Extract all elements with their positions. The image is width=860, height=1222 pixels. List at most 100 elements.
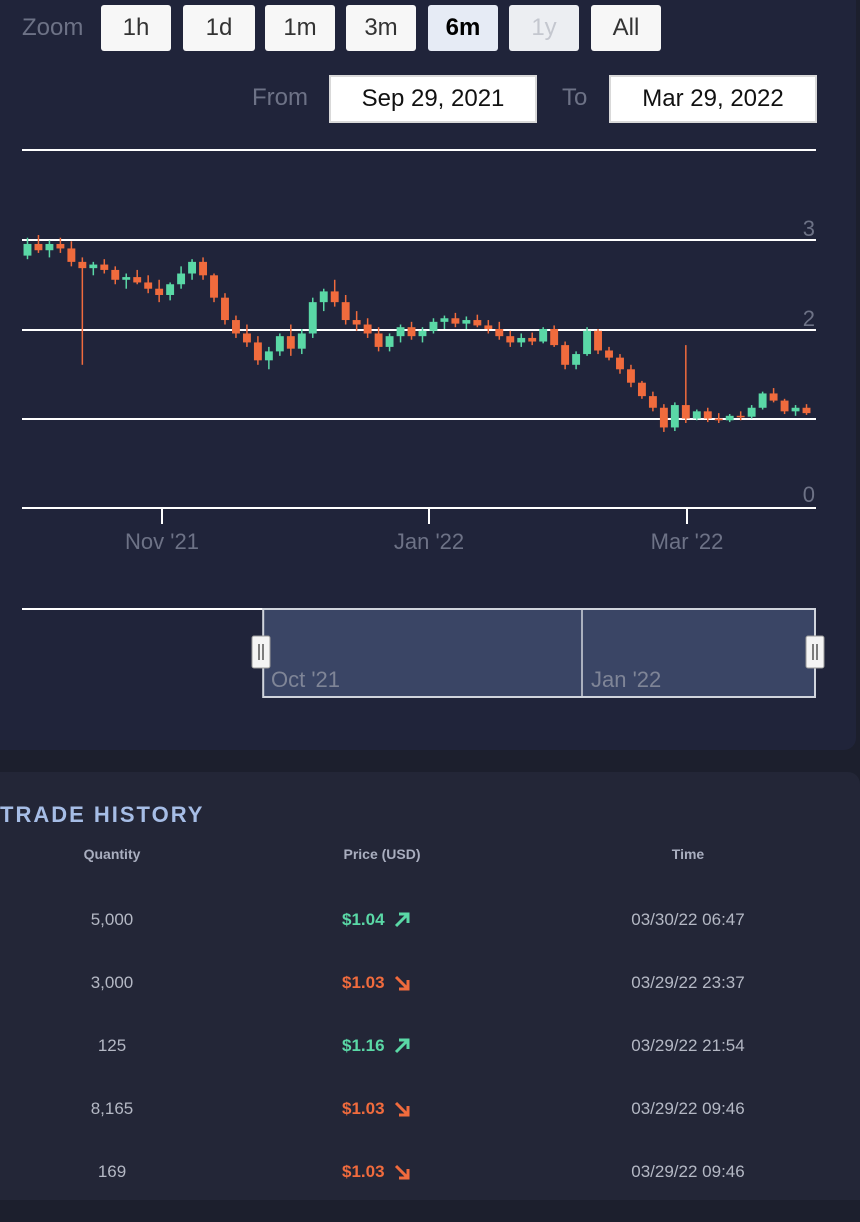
trade-time: 03/29/22 09:46	[631, 1099, 745, 1118]
trade-price: $1.04	[342, 910, 411, 930]
candle-up	[517, 337, 526, 343]
zoom-1h-button[interactable]: 1h	[101, 5, 171, 51]
zoom-3m-button[interactable]: 3m	[346, 5, 416, 51]
candle-down	[495, 329, 504, 337]
column-header-quantity: Quantity	[83, 846, 141, 862]
candle-up	[177, 273, 186, 285]
from-date-input[interactable]: Sep 29, 2021	[329, 75, 537, 123]
trade-row: 169 $1.03 03/29/22 09:46	[0, 1162, 860, 1222]
arrow-up-right-icon	[394, 1038, 410, 1054]
trade-price: $1.03	[342, 973, 411, 993]
candle-down	[594, 330, 602, 351]
candle-up	[188, 261, 197, 274]
candle-up	[462, 320, 471, 324]
trade-quantity: 8,165	[90, 1099, 134, 1118]
trade-row: 8,165 $1.03 03/29/22 09:46	[0, 1099, 860, 1159]
from-label: From	[252, 84, 308, 111]
zoom-1d-button[interactable]: 1d	[183, 5, 255, 51]
candle-down	[627, 369, 635, 383]
candle-down	[232, 320, 240, 334]
candle-down	[769, 393, 778, 401]
trade-row: 125 $1.16 03/29/22 21:54	[0, 1036, 860, 1096]
candle-down	[100, 264, 109, 270]
y-tick-label: 0	[803, 482, 815, 507]
arrow-down-right-icon	[394, 1164, 410, 1180]
candle-up	[89, 264, 98, 269]
column-header-price: Price (USD)	[343, 846, 421, 862]
candle-up	[275, 336, 284, 352]
candle-down	[780, 400, 789, 412]
trade-quantity: 169	[97, 1162, 127, 1181]
candle-up	[758, 393, 767, 408]
candle-down	[703, 411, 712, 419]
candle-down	[363, 324, 372, 334]
x-tick-label: Nov '21	[125, 529, 199, 554]
candle-down	[341, 302, 350, 321]
candle-down	[67, 248, 76, 262]
column-header-time: Time	[671, 846, 705, 862]
trade-price-value: $1.16	[342, 1036, 385, 1055]
candle-up	[418, 330, 427, 337]
navigator-label: Oct '21	[271, 667, 340, 692]
navigator-right-handle[interactable]	[805, 635, 825, 669]
candle-down	[714, 418, 723, 421]
navigator-left-handle[interactable]	[251, 635, 271, 669]
trade-time: 03/29/22 21:54	[631, 1036, 745, 1055]
zoom-label: Zoom	[22, 14, 84, 41]
candle-up	[385, 336, 394, 347]
candles-group	[23, 235, 811, 432]
candle-down	[681, 405, 690, 419]
navigator-selection[interactable]	[262, 608, 816, 698]
trade-history-title: TRADE HISTORY	[0, 802, 205, 827]
candle-down	[528, 337, 537, 342]
trade-quantity: 5,000	[90, 910, 134, 929]
candle-up	[45, 243, 54, 251]
zoom-6m-button[interactable]: 6m	[428, 5, 498, 51]
chart-panel: Zoom 1h 1d 1m 3m 6m 1y All From Sep 29, …	[0, 0, 856, 750]
candle-down	[374, 333, 383, 347]
candle-up	[264, 351, 273, 361]
candle-up	[747, 407, 756, 417]
candle-down	[210, 275, 218, 298]
trade-time: 03/30/22 06:47	[631, 910, 745, 929]
trade-price: $1.03	[342, 1099, 411, 1119]
candle-down	[802, 407, 811, 414]
trade-time: 03/29/22 23:37	[631, 973, 745, 992]
candle-up	[440, 318, 449, 322]
arrow-down-right-icon	[394, 1101, 410, 1117]
candle-up	[670, 405, 679, 428]
candle-down	[550, 329, 559, 346]
range-navigator[interactable]: Oct '21 Jan '22	[0, 600, 856, 710]
price-chart[interactable]: 3 2 0 Nov '21 Jan '22 Mar '22	[0, 140, 856, 560]
trade-price-value: $1.04	[342, 910, 385, 929]
trade-price-value: $1.03	[342, 1162, 385, 1181]
candle-down	[221, 297, 229, 321]
y-tick-label: 3	[803, 216, 815, 241]
candle-down	[133, 277, 142, 283]
candle-up	[166, 284, 175, 295]
zoom-all-button[interactable]: All	[591, 5, 661, 51]
trade-price: $1.16	[342, 1036, 411, 1056]
navigator-label: Jan '22	[591, 667, 661, 692]
arrow-up-right-icon	[394, 912, 410, 928]
candle-down	[242, 333, 251, 343]
candle-down	[561, 345, 570, 365]
candle-down	[56, 243, 65, 249]
trade-quantity: 3,000	[90, 973, 134, 992]
candle-down	[34, 243, 43, 251]
x-tick-label: Jan '22	[394, 529, 464, 554]
trade-price: $1.03	[342, 1162, 411, 1182]
trade-time: 03/29/22 09:46	[631, 1162, 745, 1181]
zoom-1m-button[interactable]: 1m	[265, 5, 335, 51]
arrow-down-right-icon	[394, 975, 410, 991]
trade-history-panel: TRADE HISTORY Quantity Price (USD) Time …	[0, 772, 860, 1200]
candle-up	[23, 243, 32, 256]
zoom-1y-button[interactable]: 1y	[509, 5, 579, 51]
candle-down	[736, 415, 745, 418]
to-date-input[interactable]: Mar 29, 2022	[609, 75, 817, 123]
candle-up	[122, 277, 131, 280]
candle-down	[637, 382, 646, 397]
candle-down	[616, 357, 624, 370]
candle-up	[429, 321, 438, 331]
candle-up	[396, 327, 405, 337]
